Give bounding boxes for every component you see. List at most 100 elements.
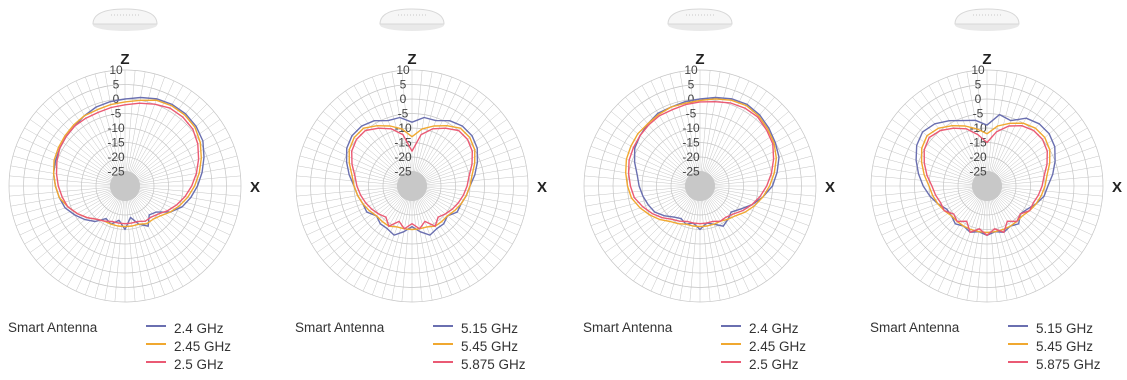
radial-tick-label: -25 xyxy=(107,165,125,179)
legend-swatch xyxy=(433,325,453,328)
grid-spoke xyxy=(381,185,413,299)
z-axis-label: Z xyxy=(695,51,704,68)
grid-spoke xyxy=(986,185,1103,197)
grid-spoke xyxy=(411,185,508,253)
radial-tick-label: -20 xyxy=(969,150,987,164)
grid-spoke xyxy=(986,185,1046,287)
grid-spoke xyxy=(986,73,1018,187)
grid-spoke xyxy=(411,185,527,207)
grid-spoke xyxy=(114,70,126,187)
grid-spoke xyxy=(641,185,701,287)
grid-spoke xyxy=(124,146,235,187)
grid-spoke xyxy=(75,185,126,292)
grid-spoke xyxy=(986,103,1070,187)
grid-spoke xyxy=(699,185,740,296)
radial-tick-label: 10 xyxy=(684,63,698,77)
grid-spoke xyxy=(124,90,192,187)
grid-spoke xyxy=(411,185,462,292)
radial-tick-label: 10 xyxy=(971,63,985,77)
z-axis-label: Z xyxy=(982,51,991,68)
grid-spoke xyxy=(391,185,413,301)
grid-spoke xyxy=(353,85,413,187)
grid-spoke xyxy=(50,96,126,187)
legend-entry: 5.15 GHz xyxy=(1008,320,1093,338)
grid-spoke xyxy=(986,185,1054,282)
grid-spoke xyxy=(689,185,701,302)
grid-spoke xyxy=(124,76,165,187)
grid-spoke xyxy=(66,85,126,187)
grid-spoke xyxy=(912,185,988,276)
grid-spoke xyxy=(58,90,126,187)
grid-spoke xyxy=(986,136,1093,187)
ceiling-access-point-icon xyxy=(379,8,445,31)
series-line-2 xyxy=(52,99,202,228)
grid-spoke xyxy=(986,185,1093,236)
grid-spoke xyxy=(976,70,988,187)
grid-spoke xyxy=(699,73,731,187)
grid-spoke xyxy=(937,80,988,187)
grid-spoke xyxy=(124,70,136,187)
grid-spoke xyxy=(124,73,156,187)
center-hub xyxy=(397,171,427,201)
grid-spoke xyxy=(587,155,701,187)
grid-spoke xyxy=(362,80,413,187)
polar-grid xyxy=(583,69,817,303)
grid-spoke xyxy=(986,185,998,302)
grid-spoke xyxy=(124,71,146,187)
radial-tick-label: 10 xyxy=(109,63,123,77)
grid-spoke xyxy=(42,185,126,269)
series-line-2 xyxy=(920,122,1051,234)
radial-tick-label: -20 xyxy=(107,150,125,164)
grid-spoke xyxy=(699,146,810,187)
grid-spoke xyxy=(42,103,126,187)
grid-spoke xyxy=(669,73,701,187)
grid-spoke xyxy=(411,80,462,187)
grid-spoke xyxy=(986,155,1100,187)
grid-spoke xyxy=(886,185,988,245)
legend-label: 2.4 GHz xyxy=(174,320,224,336)
grid-spoke xyxy=(986,185,1018,299)
grid-spoke xyxy=(679,71,701,187)
legend-entry: 2.5 GHz xyxy=(146,356,224,374)
grid-spoke xyxy=(296,185,413,197)
legend-swatch xyxy=(721,361,741,364)
grid-spoke xyxy=(306,185,413,236)
grid-spoke xyxy=(699,76,740,187)
grid-spoke xyxy=(610,185,701,261)
grid-spoke xyxy=(986,185,1083,253)
grid-spoke xyxy=(401,70,413,187)
device-dome xyxy=(954,8,1020,25)
grid-spoke xyxy=(411,136,518,187)
radial-tick-label: 5 xyxy=(400,78,407,92)
grid-spoke xyxy=(584,175,701,187)
grid-spoke xyxy=(986,90,1054,187)
legend-title: Smart Antenna xyxy=(8,320,98,335)
grid-spoke xyxy=(124,185,175,292)
radial-tick-label: -5 xyxy=(398,107,409,121)
grid-spoke xyxy=(411,111,502,187)
grid-spoke xyxy=(699,165,815,187)
grid-spoke xyxy=(604,185,701,253)
grid-spoke xyxy=(75,80,126,187)
grid-spoke xyxy=(956,73,988,187)
grid-spoke xyxy=(411,185,471,287)
legend-entry: 5.875 GHz xyxy=(433,356,526,374)
grid-spoke xyxy=(699,85,759,187)
grid-spoke xyxy=(124,85,184,187)
legend-label: 5.875 GHz xyxy=(461,356,526,372)
grid-spoke xyxy=(699,96,775,187)
grid-spoke xyxy=(912,96,988,187)
radial-tick-label: 0 xyxy=(975,92,982,106)
legend-label: 5.15 GHz xyxy=(461,320,519,336)
grid-spoke xyxy=(411,96,487,187)
grid-spoke xyxy=(411,76,452,187)
grid-spoke xyxy=(124,175,241,187)
grid-spoke xyxy=(881,185,988,236)
grid-spoke xyxy=(699,185,711,302)
ceiling-access-point-icon xyxy=(92,8,158,31)
legend-entry: 2.5 GHz xyxy=(721,356,799,374)
grid-spoke xyxy=(986,70,998,187)
radial-tick-label: 10 xyxy=(396,63,410,77)
